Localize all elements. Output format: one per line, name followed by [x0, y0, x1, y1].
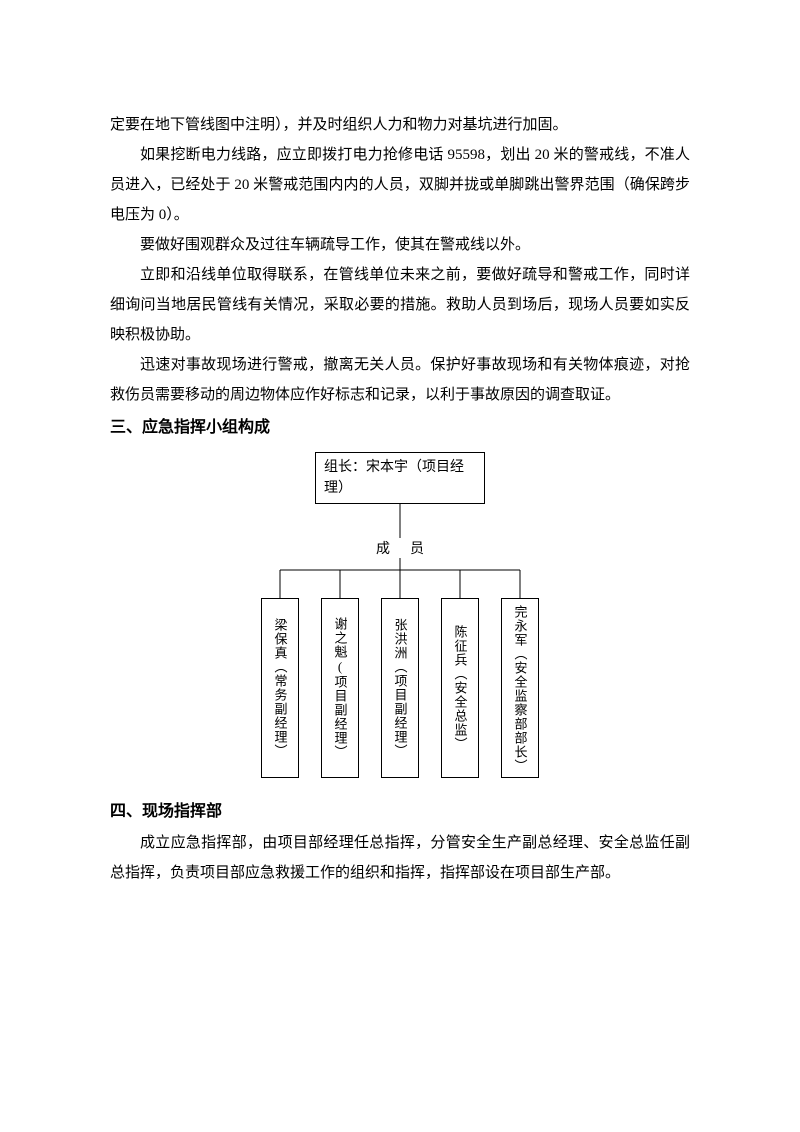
org-leader-line2: 理） [324, 478, 476, 499]
paragraph-6: 成立应急指挥部，由项目部经理任总指挥，分管安全生产副总经理、安全总监任副总指挥，… [110, 828, 690, 888]
org-member-box: 梁保真（常务副经理） [261, 598, 299, 778]
org-leader-box: 组长：宋本宇（项目经 理） [315, 452, 485, 504]
org-member-row: 梁保真（常务副经理） 谢之魁(项目副经理） 张洪洲（项目副经理） 陈征兵（安全总… [110, 598, 690, 778]
paragraph-1: 定要在地下管线图中注明），并及时组织人力和物力对基坑进行加固。 [110, 110, 690, 140]
org-connector-top [220, 504, 580, 538]
paragraph-2: 如果挖断电力线路，应立即拨打电力抢修电话 95598，划出 20 米的警戒线，不… [110, 140, 690, 230]
org-chart: 组长：宋本宇（项目经 理） 成员 梁保真（常务副经理） 谢之魁(项目副经理） 张… [110, 452, 690, 778]
org-connector-bus [220, 558, 580, 598]
paragraph-4: 立即和沿线单位取得联系，在管线单位未来之前，要做好疏导和警戒工作，同时详细询问当… [110, 260, 690, 350]
org-member-box: 完永军（安全监察部部长） [501, 598, 539, 778]
org-member-box: 张洪洲（项目副经理） [381, 598, 419, 778]
org-members-label: 成员 [110, 538, 690, 558]
org-member-box: 陈征兵（安全总监） [441, 598, 479, 778]
org-leader-line1: 组长：宋本宇（项目经 [324, 457, 476, 478]
org-member-box: 谢之魁(项目副经理） [321, 598, 359, 778]
paragraph-5: 迅速对事故现场进行警戒，撤离无关人员。保护好事故现场和有关物体痕迹，对抢救伤员需… [110, 350, 690, 410]
heading-section-3: 三、应急指挥小组构成 [110, 412, 690, 444]
heading-section-4: 四、现场指挥部 [110, 796, 690, 828]
paragraph-3: 要做好围观群众及过往车辆疏导工作，使其在警戒线以外。 [110, 230, 690, 260]
